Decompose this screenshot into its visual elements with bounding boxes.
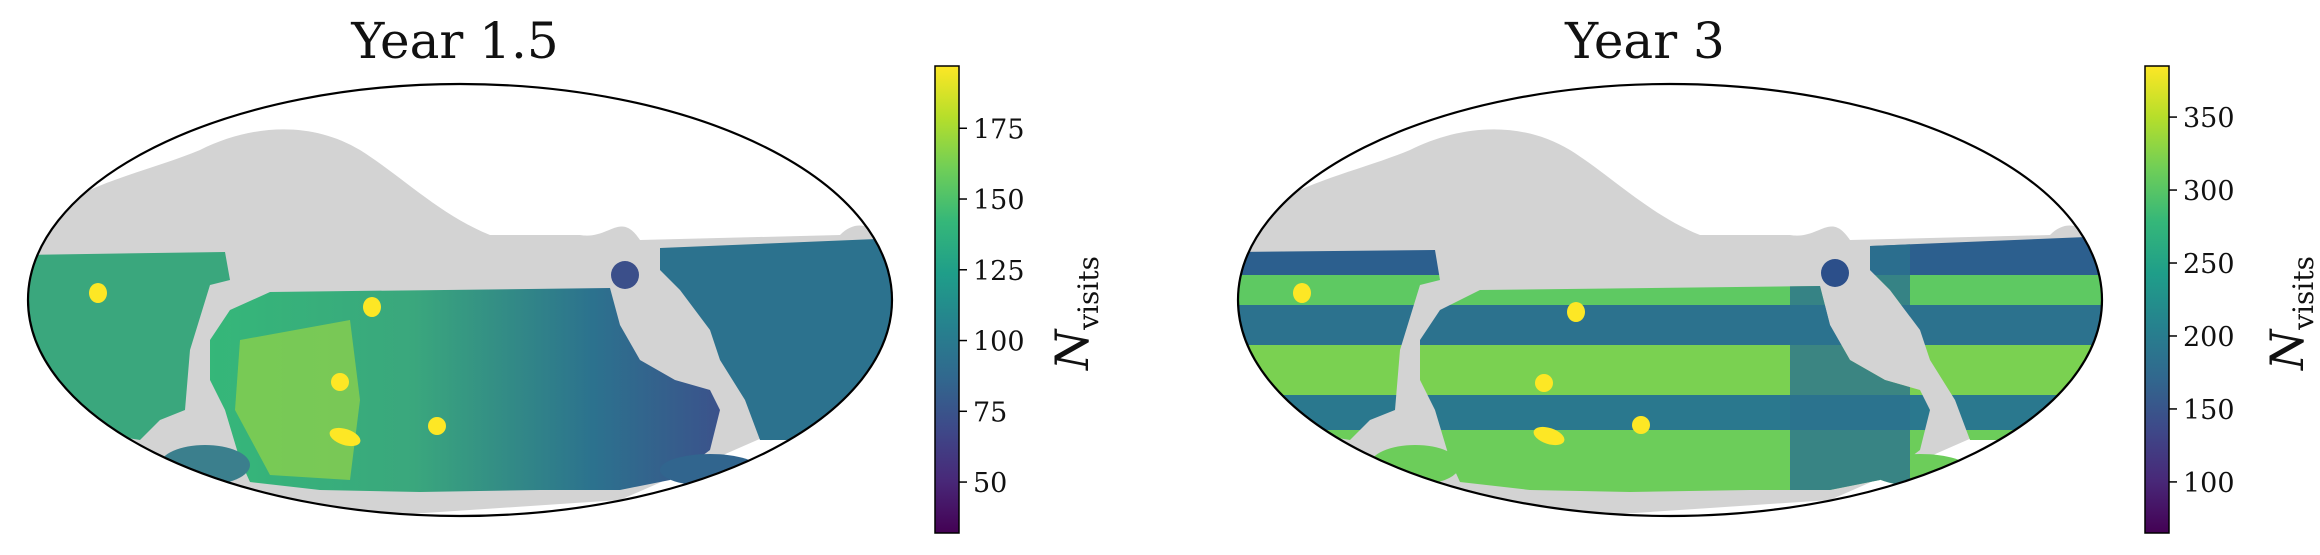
hotspot — [363, 297, 381, 317]
stripe-dark — [1238, 305, 2102, 345]
colorbar-label: Nvisits — [1045, 256, 1106, 370]
survey-region-right — [660, 238, 892, 440]
panel-year-1-5: Year 1.5 — [26, 12, 1106, 534]
map-boundary — [26, 82, 894, 518]
survey-region-left — [28, 252, 230, 440]
colorbar-gradient — [2144, 65, 2170, 534]
hotspot — [331, 373, 349, 391]
colorbar-tick-label: 250 — [2183, 249, 2235, 280]
colorbar-label: Nvisits — [2260, 256, 2320, 370]
colorbar: 100 150 200 250 300 350 — [2144, 65, 2235, 534]
colorbar-tick-label: 50 — [973, 468, 1007, 499]
hotspot — [1567, 302, 1585, 322]
hotspot — [1535, 374, 1553, 392]
panel-year-3: Year 3 — [1160, 0, 2320, 555]
colorbar-tick-label: 75 — [973, 397, 1007, 428]
colorbar-gradient — [934, 65, 960, 534]
colorbar-tick-label: 100 — [973, 327, 1025, 358]
hotspot — [329, 427, 361, 447]
hotspot — [428, 417, 446, 435]
colorbar-tick-label: 150 — [2183, 395, 2235, 426]
sky-map — [1236, 82, 2104, 518]
colorbar-tick-label: 125 — [973, 256, 1025, 287]
colorbar-tick-label: 150 — [973, 185, 1025, 216]
survey-blob-north — [1821, 259, 1849, 287]
chart-title: Year 1.5 — [351, 12, 559, 70]
stripe-bright — [1238, 345, 2102, 395]
colorbar-tick-label: 350 — [2183, 103, 2235, 134]
hotspot — [89, 283, 107, 303]
colorbar-tick-label: 300 — [2183, 176, 2235, 207]
bright-area — [235, 320, 360, 480]
map-boundary — [1236, 82, 2104, 518]
colorbar-tick-label: 175 — [973, 114, 1025, 145]
colorbar-tick-label: 200 — [2183, 322, 2235, 353]
hotspot — [1293, 283, 1311, 303]
survey-blob-north — [611, 261, 639, 289]
hotspot — [1533, 426, 1565, 446]
colorbar: 50 75 100 125 150 175 — [934, 65, 1025, 534]
hotspot — [1632, 416, 1650, 434]
colorbar-tick-label: 100 — [2183, 468, 2235, 499]
chart-title: Year 3 — [1565, 12, 1725, 70]
sky-map — [26, 82, 894, 518]
